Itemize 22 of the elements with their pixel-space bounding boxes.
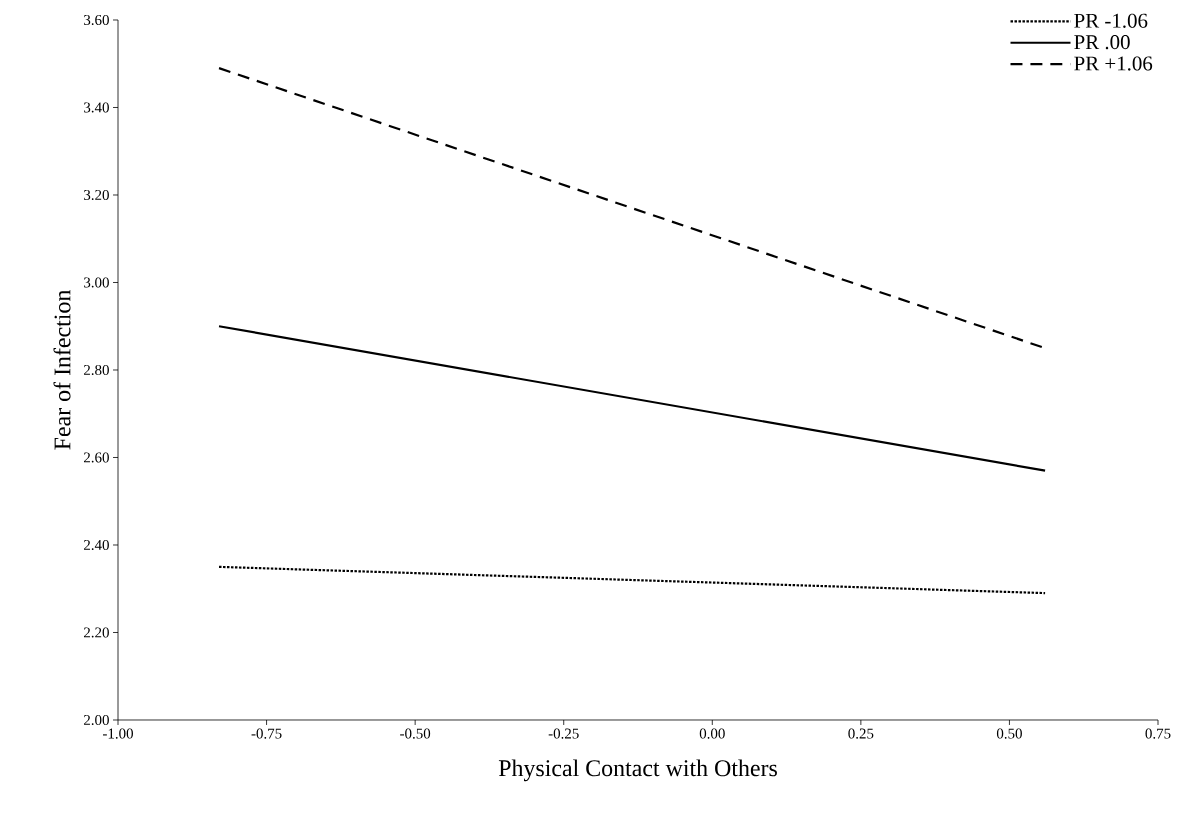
y-tick-label: 2.60 [84,452,109,463]
y-tick-label: 3.00 [84,277,109,288]
y-tick-label: 3.20 [84,189,109,201]
legend-label: PR .00 [1074,35,1130,50]
x-tick-label: -0.25 [548,728,579,739]
legend-label: PR -1.06 [1074,13,1148,28]
y-axis-title: Fear of Infection [53,290,71,450]
x-tick-label: 0.25 [848,728,874,739]
y-tick-label: 3.60 [84,14,109,26]
y-tick-label: 3.40 [84,102,109,113]
x-tick-label: -1.00 [102,728,133,739]
x-axis-title: Physical Contact with Others [498,759,777,782]
x-tick-label: 0.75 [1145,728,1171,739]
x-tick-label: 0.50 [996,728,1022,739]
legend-label: PR +1.06 [1074,56,1153,71]
x-tick-label: -0.75 [251,728,282,739]
y-tick-label: 2.00 [84,714,109,726]
y-tick-label: 2.20 [84,627,109,638]
y-tick-label: 2.80 [84,364,109,376]
x-tick-label: 0.00 [699,728,725,739]
x-tick-label: -0.50 [400,728,431,739]
y-tick-label: 2.40 [84,539,109,551]
